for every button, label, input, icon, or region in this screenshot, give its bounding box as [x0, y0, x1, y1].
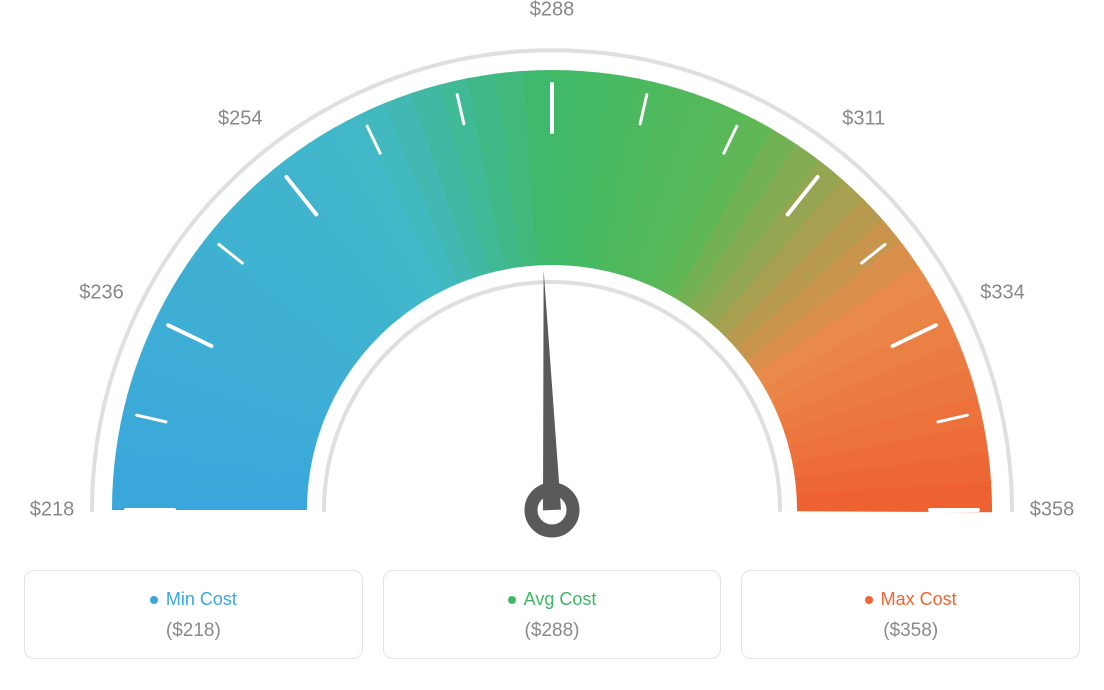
legend-dot-icon: [865, 596, 873, 604]
legend-title: Max Cost: [865, 589, 957, 610]
gauge-tick-label: $358: [1030, 499, 1075, 522]
gauge-tick-label: $236: [79, 282, 124, 305]
legend-card: Min Cost ($218): [24, 570, 363, 659]
legend-label: Min Cost: [166, 589, 237, 610]
gauge-tick-label: $254: [218, 108, 263, 131]
gauge-svg: [0, 0, 1104, 560]
legend-card: Avg Cost ($288): [383, 570, 722, 659]
legend-value: ($218): [35, 620, 352, 642]
gauge-tick-label: $218: [30, 499, 75, 522]
legend-value: ($358): [752, 620, 1069, 642]
legend-title: Avg Cost: [508, 589, 597, 610]
legend-card: Max Cost ($358): [741, 570, 1080, 659]
legend-dot-icon: [508, 596, 516, 604]
legend-label: Max Cost: [881, 589, 957, 610]
gauge-tick-label: $311: [842, 108, 885, 131]
legend-dot-icon: [150, 596, 158, 604]
legend-title: Min Cost: [150, 589, 237, 610]
gauge-tick-label: $288: [530, 0, 575, 22]
gauge-chart: $218 $236 $254 $288 $311 $334 $358: [0, 0, 1104, 560]
legend-label: Avg Cost: [524, 589, 597, 610]
gauge-tick-label: $334: [980, 282, 1025, 305]
legend-value: ($288): [394, 620, 711, 642]
legend-row: Min Cost ($218) Avg Cost ($288) Max Cost ($35…: [0, 570, 1104, 659]
